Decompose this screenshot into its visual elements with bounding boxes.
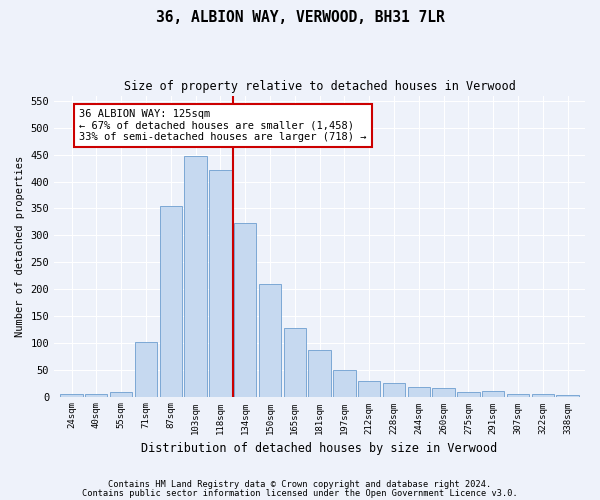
Bar [383, 383, 405, 396]
Text: 36, ALBION WAY, VERWOOD, BH31 7LR: 36, ALBION WAY, VERWOOD, BH31 7LR [155, 10, 445, 25]
Text: Contains HM Land Registry data © Crown copyright and database right 2024.: Contains HM Land Registry data © Crown c… [109, 480, 491, 489]
Bar [532, 394, 554, 396]
Bar [333, 370, 356, 396]
X-axis label: Distribution of detached houses by size in Verwood: Distribution of detached houses by size … [142, 442, 498, 455]
Bar [110, 392, 133, 396]
Bar [61, 394, 83, 396]
Y-axis label: Number of detached properties: Number of detached properties [15, 156, 25, 336]
Text: Contains public sector information licensed under the Open Government Licence v3: Contains public sector information licen… [82, 489, 518, 498]
Bar [407, 387, 430, 396]
Bar [556, 395, 579, 396]
Bar [160, 206, 182, 396]
Text: 36 ALBION WAY: 125sqm
← 67% of detached houses are smaller (1,458)
33% of semi-d: 36 ALBION WAY: 125sqm ← 67% of detached … [79, 109, 367, 142]
Bar [85, 394, 107, 396]
Bar [209, 170, 232, 396]
Bar [184, 156, 207, 396]
Bar [284, 328, 306, 396]
Bar [482, 391, 505, 396]
Bar [457, 392, 479, 396]
Bar [135, 342, 157, 396]
Bar [259, 284, 281, 397]
Bar [433, 388, 455, 396]
Bar [507, 394, 529, 396]
Bar [234, 224, 256, 396]
Bar [358, 381, 380, 396]
Title: Size of property relative to detached houses in Verwood: Size of property relative to detached ho… [124, 80, 515, 93]
Bar [308, 350, 331, 397]
